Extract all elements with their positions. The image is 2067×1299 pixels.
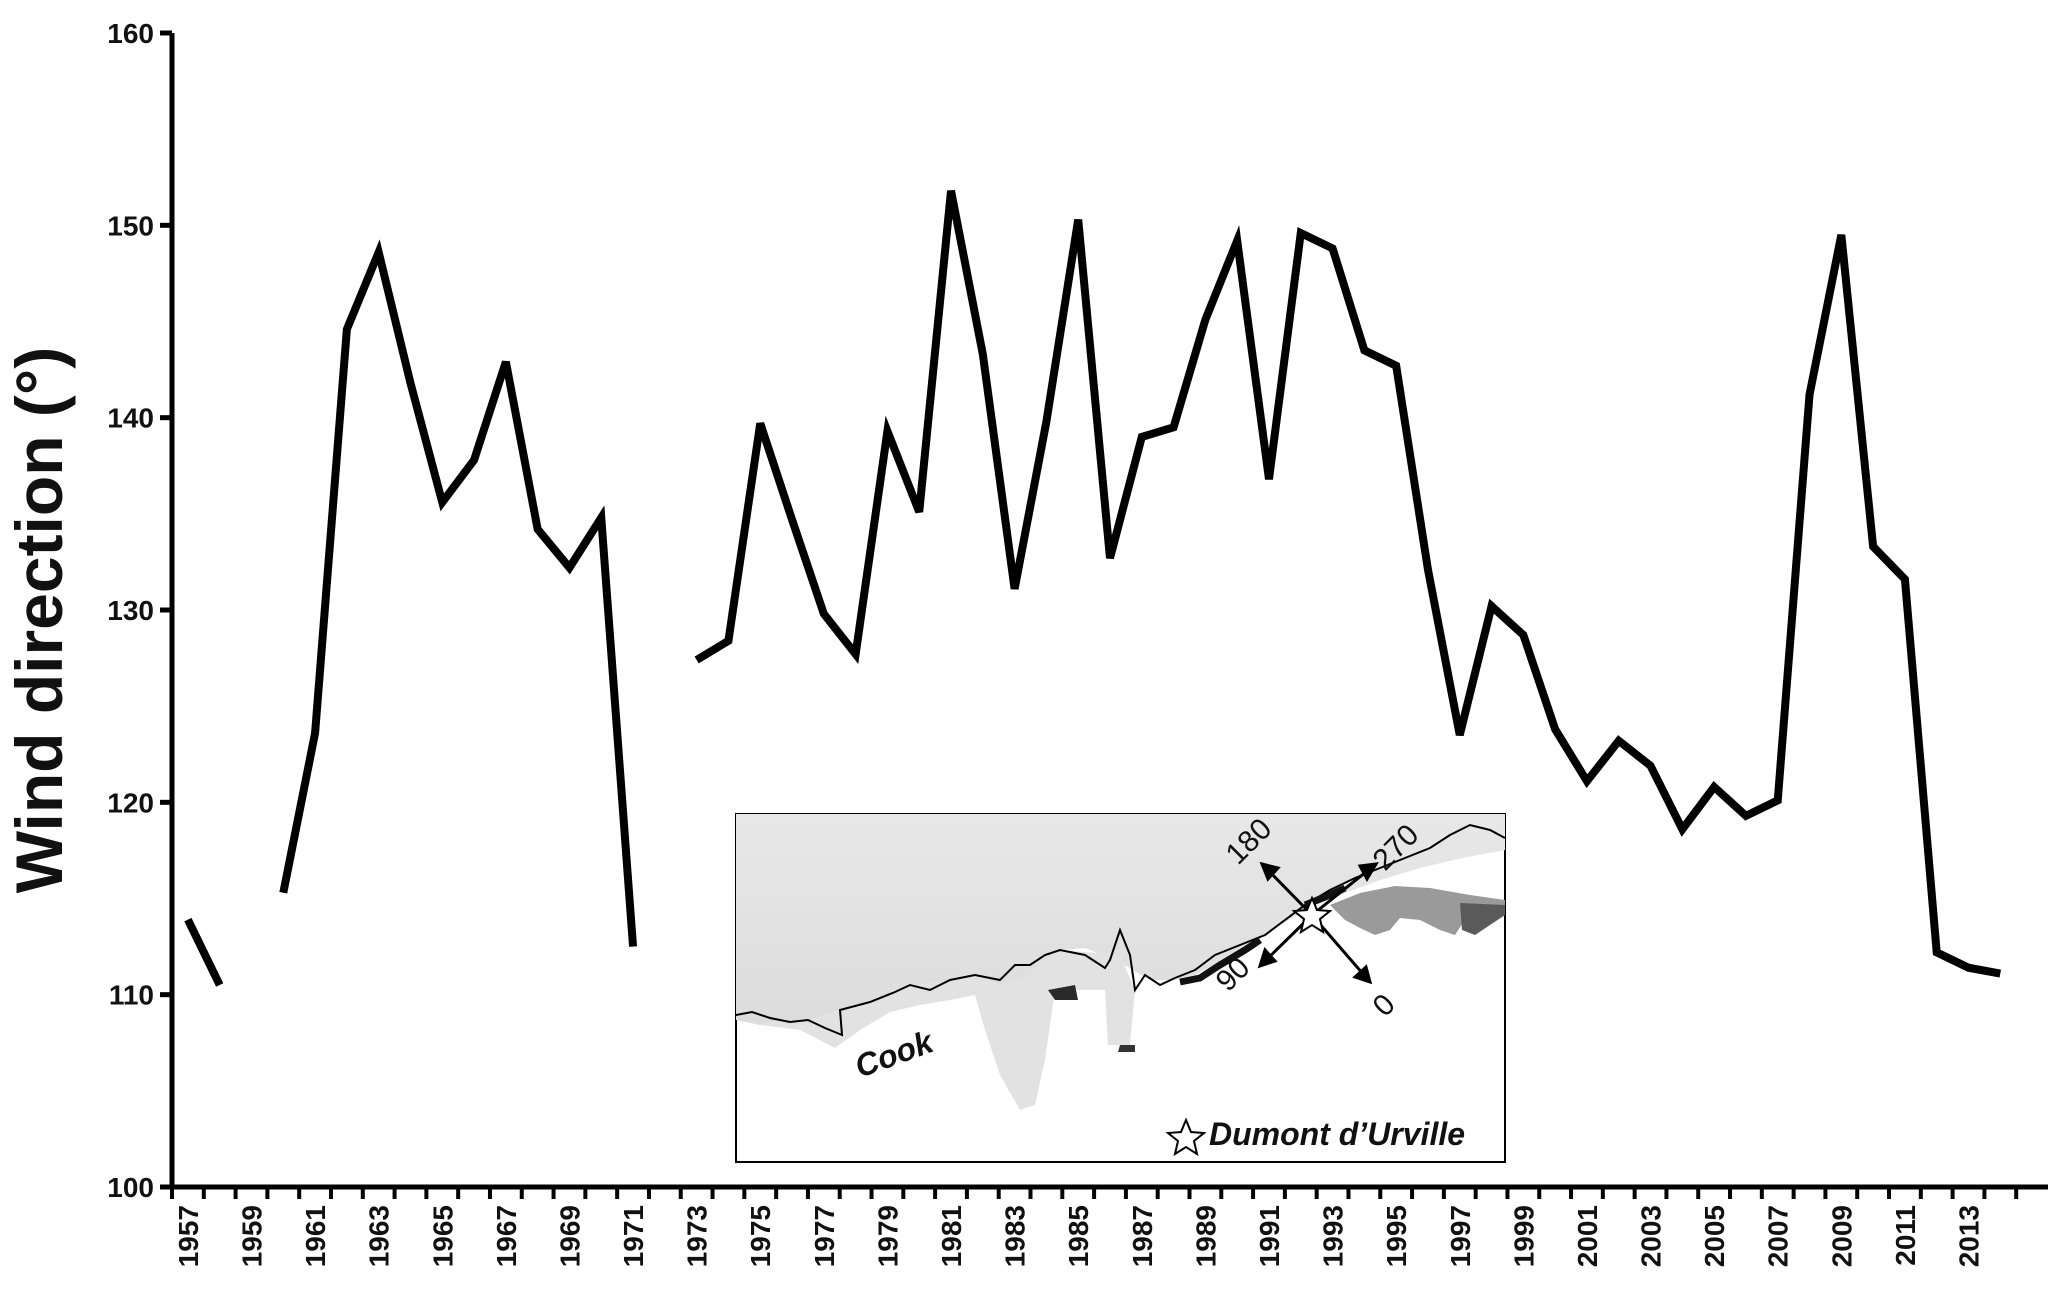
coastline <box>736 823 1505 1037</box>
x-tick-label: 1983 <box>1000 1205 1031 1267</box>
x-tick-label: 2007 <box>1763 1205 1794 1267</box>
x-tick-label: 1957 <box>173 1205 204 1267</box>
x-tick-label: 1965 <box>427 1205 458 1267</box>
x-tick-label: 1981 <box>936 1205 967 1267</box>
y-tick-label: 100 <box>107 1172 154 1203</box>
ice-shelf <box>736 950 1135 1110</box>
y-tick-label: 160 <box>107 18 154 49</box>
x-tick-label: 1973 <box>682 1205 713 1267</box>
station-star-icon <box>1291 895 1333 935</box>
dark-ice-patch-4 <box>1118 1045 1135 1052</box>
x-tick-label: 1971 <box>618 1205 649 1267</box>
x-tick-label: 1961 <box>300 1205 331 1267</box>
star-icon <box>1165 1117 1207 1157</box>
x-tick-label: 1985 <box>1063 1205 1094 1267</box>
x-tick-label: 2013 <box>1954 1205 1985 1267</box>
x-tick-label: 1975 <box>745 1205 776 1267</box>
y-tick-label: 130 <box>107 595 154 626</box>
series-line-segment <box>184 917 224 987</box>
x-tick-label: 1989 <box>1190 1205 1221 1267</box>
inset-map: 180 270 90 0 Cook Dumont d’Urville <box>735 813 1506 1163</box>
y-tick-label: 110 <box>109 980 154 1011</box>
x-tick-label: 2011 <box>1890 1205 1921 1266</box>
y-tick-labels: 100 110 120 130 140 150 160 <box>107 18 154 1203</box>
y-tick-label: 140 <box>107 403 154 434</box>
x-tick-label: 2005 <box>1699 1205 1730 1267</box>
axes <box>160 30 2048 1199</box>
coastline-dark <box>1179 937 1262 986</box>
x-tick-labels: 1957 1959 1961 1963 1965 1967 1969 1971 1973 1975… <box>173 1205 1985 1267</box>
x-tick-label: 1995 <box>1381 1205 1412 1267</box>
x-tick-label: 1969 <box>554 1205 585 1267</box>
x-tick-label: 1997 <box>1445 1205 1476 1267</box>
x-tick-label: 2009 <box>1826 1205 1857 1267</box>
x-tick-label: 1993 <box>1318 1205 1349 1267</box>
y-tick-label: 120 <box>107 787 154 818</box>
y-axis-title: Wind direction (°) <box>2 347 76 893</box>
series-line-segment <box>694 189 2002 978</box>
x-tick-label: 1959 <box>236 1205 267 1267</box>
x-tick-label: 1967 <box>491 1205 522 1267</box>
x-tick-label: 1991 <box>1254 1205 1285 1267</box>
legend-text: Dumont d’Urville <box>1209 1116 1465 1152</box>
dark-ice-patch-2 <box>1460 903 1505 935</box>
series-line-segment <box>279 239 638 947</box>
x-tick-label: 1987 <box>1127 1205 1158 1267</box>
x-tick-label: 1977 <box>809 1205 840 1267</box>
x-tick-label: 2003 <box>1636 1205 1667 1267</box>
x-tick-label: 1999 <box>1508 1205 1539 1267</box>
x-tick-label: 1963 <box>364 1205 395 1267</box>
dark-ice-patch-3 <box>1048 985 1078 1000</box>
y-tick-label: 150 <box>107 210 154 241</box>
x-tick-label: 2001 <box>1572 1205 1603 1267</box>
ice-sheet <box>736 814 1505 1025</box>
x-tick-label: 1979 <box>872 1205 903 1267</box>
series-lines <box>184 189 2002 987</box>
dark-ice-patch <box>1330 886 1505 935</box>
